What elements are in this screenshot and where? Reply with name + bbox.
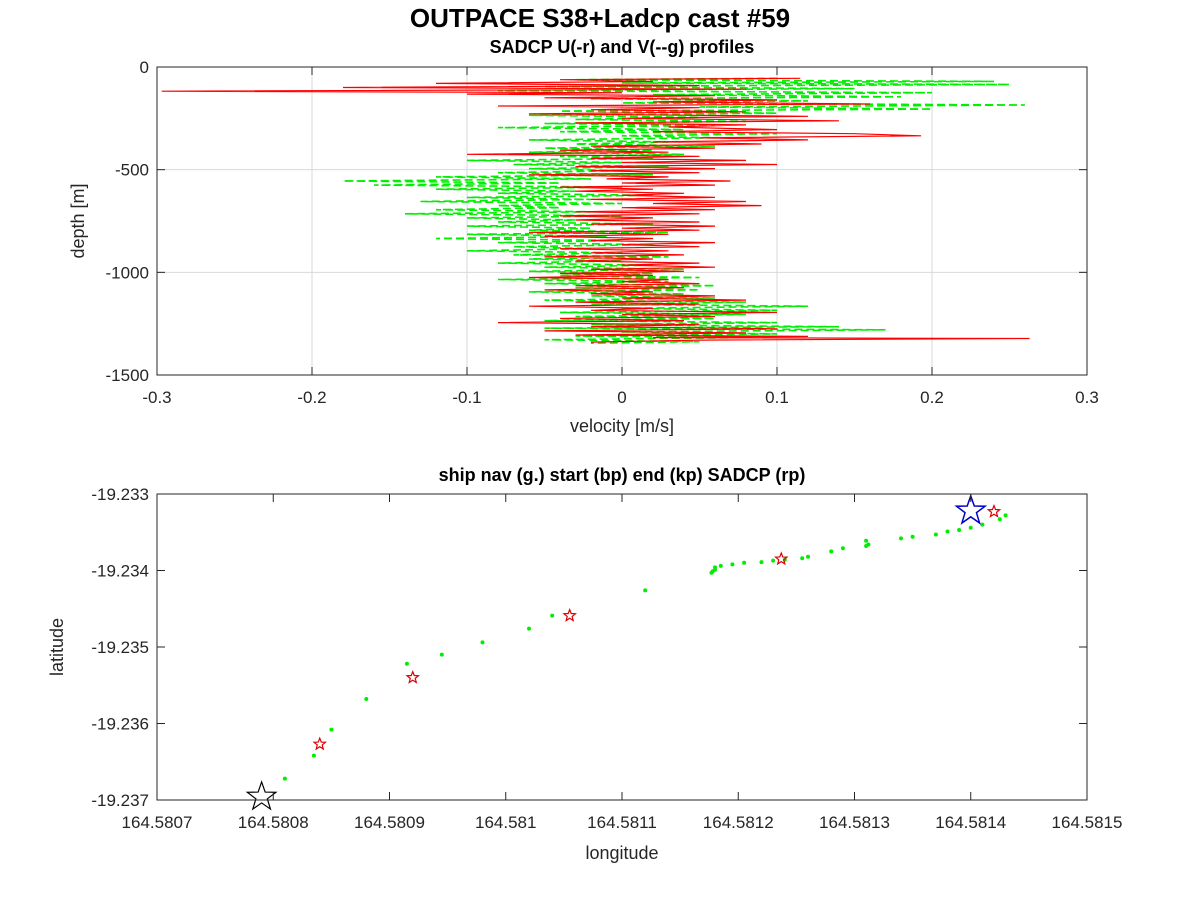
nav-point xyxy=(968,525,973,530)
nav-chart-title: ship nav (g.) start (bp) end (kp) SADCP … xyxy=(439,465,806,485)
nav-point xyxy=(945,529,950,534)
nav-plot-area xyxy=(157,494,1087,800)
nav-point xyxy=(527,626,531,631)
sadcp-star-marker xyxy=(312,736,328,751)
nav-point xyxy=(980,522,985,527)
sadcp-star-marker xyxy=(986,503,1002,518)
nav-point xyxy=(718,563,723,568)
nav-point xyxy=(713,565,717,570)
nav-point xyxy=(866,542,871,547)
nav-point xyxy=(329,727,334,732)
profile-chart-title: SADCP U(-r) and V(--g) profiles xyxy=(490,37,755,57)
end-star-marker xyxy=(245,780,278,811)
nav-point xyxy=(364,697,369,701)
nav-x-tick-label: 164.5809 xyxy=(354,813,425,832)
nav-point xyxy=(480,640,485,645)
nav-point xyxy=(730,562,735,567)
profile-y-tick-label: 0 xyxy=(140,58,149,77)
u-velocity-series-line xyxy=(161,77,1030,343)
nav-ticks: 164.5807 164.5808 164.5809 164.581 164.5811 1… xyxy=(91,485,1122,832)
nav-point xyxy=(997,517,1002,522)
profile-x-tick-label: 0 xyxy=(617,388,626,407)
nav-point xyxy=(439,652,444,657)
nav-point xyxy=(742,560,747,565)
sadcp-star-marker xyxy=(562,608,577,622)
nav-point xyxy=(910,534,915,539)
start-star-marker xyxy=(954,493,988,525)
profile-x-tick-label: 0.1 xyxy=(765,388,789,407)
nav-point xyxy=(829,549,834,554)
profile-x-tick-label: 0.3 xyxy=(1075,388,1099,407)
nav-point xyxy=(806,554,810,559)
profile-x-tick-label: 0.2 xyxy=(920,388,944,407)
profile-y-tick-label: -1500 xyxy=(106,366,149,385)
profile-y-tick-label: -1000 xyxy=(106,263,149,282)
nav-y-tick-label: -19.234 xyxy=(91,562,149,581)
nav-y-tick-label: -19.233 xyxy=(91,485,149,504)
profile-x-tick-label: -0.3 xyxy=(142,388,171,407)
profile-x-tick-label: -0.1 xyxy=(452,388,481,407)
nav-point xyxy=(282,776,287,781)
nav-y-tick-label: -19.236 xyxy=(91,715,149,734)
nav-series xyxy=(245,493,1008,811)
nav-point xyxy=(643,588,648,593)
nav-x-tick-label: 164.581 xyxy=(475,813,536,832)
profile-y-axis-label: depth [m] xyxy=(68,183,88,258)
nav-x-tick-label: 164.5808 xyxy=(238,813,309,832)
velocity-profile-panel: SADCP U(-r) and V(--g) profiles -0.3 -0.2… xyxy=(68,37,1099,436)
v-velocity-series-line xyxy=(342,77,1026,344)
sadcp-star-marker xyxy=(405,669,421,684)
nav-y-tick-label: -19.237 xyxy=(91,791,149,810)
nav-x-tick-label: 164.5813 xyxy=(819,813,890,832)
nav-point xyxy=(933,532,938,537)
nav-point xyxy=(864,538,869,543)
nav-x-tick-label: 164.5812 xyxy=(703,813,774,832)
profile-ticks: -0.3 -0.2 -0.1 0 0.1 0.2 0.3 0 -500 -1000 -1500 xyxy=(106,58,1099,407)
nav-point xyxy=(1003,513,1008,518)
nav-y-axis-label: latitude xyxy=(47,618,67,676)
nav-point xyxy=(404,661,409,666)
profile-series xyxy=(161,77,1030,344)
nav-point xyxy=(759,560,764,565)
nav-y-tick-label: -19.235 xyxy=(91,638,149,657)
nav-x-tick-label: 164.5815 xyxy=(1052,813,1123,832)
nav-point xyxy=(771,558,776,563)
nav-x-axis-label: longitude xyxy=(585,843,658,863)
figure-title: OUTPACE S38+Ladcp cast #59 xyxy=(410,3,790,33)
nav-x-tick-label: 164.5811 xyxy=(587,813,657,832)
profile-x-axis-label: velocity [m/s] xyxy=(570,416,674,436)
profile-y-tick-label: -500 xyxy=(115,161,149,180)
nav-point xyxy=(311,753,316,758)
nav-point xyxy=(899,536,903,541)
nav-point xyxy=(840,546,845,551)
ship-nav-panel: ship nav (g.) start (bp) end (kp) SADCP … xyxy=(47,465,1122,863)
nav-x-tick-label: 164.5807 xyxy=(122,813,193,832)
nav-point xyxy=(550,613,555,618)
nav-x-tick-label: 164.5814 xyxy=(935,813,1006,832)
sadcp-star-marker xyxy=(773,551,789,566)
nav-point xyxy=(800,556,805,561)
profile-x-tick-label: -0.2 xyxy=(297,388,326,407)
nav-point xyxy=(957,528,962,532)
